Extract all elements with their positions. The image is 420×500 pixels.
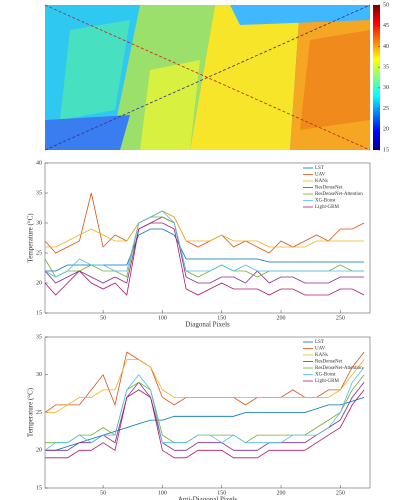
- y-tick-label: 30: [36, 220, 42, 226]
- legend-label: ResDenseNet-Attention: [315, 192, 363, 197]
- x-tick-label: 100: [158, 315, 167, 321]
- x-tick-label: 50: [100, 315, 106, 321]
- legend-label: ResDenseNet-Attention: [315, 366, 363, 371]
- x-tick-label: 200: [277, 490, 286, 496]
- x-tick-label: 200: [277, 315, 286, 321]
- legend-label: UAV: [315, 173, 326, 178]
- series-line: [44, 216, 365, 284]
- colorbar-tick-label: 35: [383, 65, 389, 71]
- legend-label: UAV: [315, 347, 326, 352]
- y-tick-label: 20: [36, 280, 42, 286]
- y-tick-label: 30: [36, 372, 42, 378]
- y-tick-label: 35: [36, 190, 42, 196]
- heatmap-image: [44, 4, 371, 151]
- y-tick-label: 15: [36, 310, 42, 316]
- legend-label: XG-Boost: [315, 199, 336, 204]
- legend-label: Light-GBM: [315, 379, 339, 384]
- x-tick-label: 150: [217, 490, 226, 496]
- y-tick-label: 40: [36, 160, 42, 166]
- colorbar-tick-label: 30: [383, 85, 389, 91]
- legend-label: LST: [315, 340, 324, 345]
- colorbar-tick-label: 25: [383, 106, 389, 112]
- x-axis-label: Diagonal Pixels: [185, 321, 230, 329]
- series-line: [44, 366, 365, 451]
- series-line: [45, 210, 365, 248]
- legend-label: LST: [315, 166, 324, 171]
- colorbar-tick-label: 50: [383, 2, 389, 8]
- x-tick-label: 150: [217, 315, 226, 321]
- legend-label: Light-GBM: [315, 205, 339, 210]
- y-axis-label: Temperature (°C): [27, 387, 35, 437]
- series-line: [45, 359, 365, 413]
- colorbar-tick-label: 45: [383, 23, 389, 29]
- y-tick-label: 25: [36, 250, 42, 256]
- colorbar: [373, 5, 380, 150]
- colorbar-tick-label: 15: [383, 147, 389, 153]
- y-tick-label: 35: [36, 334, 42, 340]
- x-axis-label: Anti-Diagonal Pixels: [178, 496, 238, 500]
- y-tick-label: 25: [36, 410, 42, 416]
- y-axis-label: Temperature (°C): [27, 213, 35, 263]
- series-line: [45, 397, 365, 451]
- plot-area: [44, 162, 371, 314]
- colorbar-tick-label: 40: [383, 44, 389, 50]
- y-tick-label: 15: [36, 485, 42, 491]
- legend-label: ResDenseNet: [315, 186, 343, 191]
- series-line: [44, 192, 365, 254]
- colorbar-tick-label: 20: [383, 127, 389, 133]
- legend-label: ResDenseNet: [315, 360, 343, 365]
- x-tick-label: 100: [158, 490, 167, 496]
- series-line: [45, 389, 365, 459]
- legend-label: KANs: [315, 179, 328, 184]
- x-tick-label: 50: [100, 490, 106, 496]
- legend-label: KANs: [315, 353, 328, 358]
- series-line: [44, 222, 365, 296]
- series-line: [44, 210, 365, 278]
- x-tick-label: 250: [336, 490, 345, 496]
- legend-label: XG-Boost: [315, 373, 336, 378]
- x-tick-label: 250: [336, 315, 345, 321]
- y-tick-label: 20: [36, 448, 42, 454]
- series-line: [44, 216, 365, 278]
